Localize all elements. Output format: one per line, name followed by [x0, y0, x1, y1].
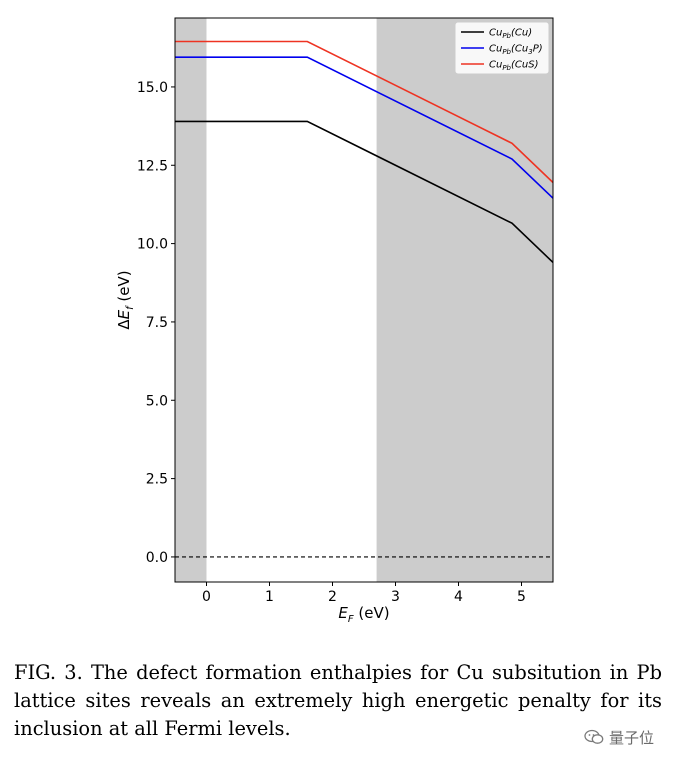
legend-box: [454, 21, 550, 75]
series-line-2: [175, 56, 554, 199]
x-axis-label: EF (eV): [338, 604, 389, 625]
y-tick-label: 0.0: [146, 550, 168, 566]
figure-caption: FIG. 3. The defect formation enthalpies …: [14, 661, 662, 740]
legend-label: CuPb(Cu): [489, 28, 532, 41]
series-line-1: [175, 120, 554, 263]
y-tick-label: 12.5: [137, 158, 168, 174]
watermark-text: 量子位: [609, 728, 655, 747]
legend-entries: CuPb(Cu) CuPb(Cu3P) CuPb(CuS): [461, 28, 543, 73]
y-axis-ticks: 0.0 2.5 5.0 7.5 10.0 12.5 15.0: [137, 80, 175, 566]
y-axis-label: ΔEf (eV): [115, 270, 136, 329]
y-tick-label: 5.0: [146, 393, 168, 409]
legend-label: CuPb(Cu3P): [489, 44, 543, 57]
x-tick-label: 1: [265, 589, 274, 605]
plot-frame: [174, 17, 554, 583]
x-tick-label: 3: [391, 589, 400, 605]
y-tick-label: 7.5: [146, 315, 168, 331]
y-tick-label: 15.0: [137, 80, 168, 96]
legend: CuPb(Cu) CuPb(Cu3P) CuPb(CuS): [454, 21, 550, 75]
watermark: 量子位: [584, 726, 654, 748]
shaded-regions: [175, 18, 553, 582]
series-lines: [175, 40, 554, 263]
x-tick-label: 2: [328, 589, 337, 605]
shaded-region-2: [376, 18, 553, 582]
x-axis-ticks: 0 1 2 3 4 5: [202, 582, 526, 605]
x-tick-label: 4: [454, 589, 463, 605]
x-tick-label: 0: [202, 589, 211, 605]
legend-label: CuPb(CuS): [489, 60, 538, 73]
series-line-3: [175, 40, 554, 184]
shaded-region-1: [175, 18, 207, 582]
y-tick-label: 2.5: [146, 472, 168, 488]
wechat-icon: [584, 729, 604, 744]
x-tick-label: 5: [517, 589, 526, 605]
y-tick-label: 10.0: [137, 237, 168, 253]
